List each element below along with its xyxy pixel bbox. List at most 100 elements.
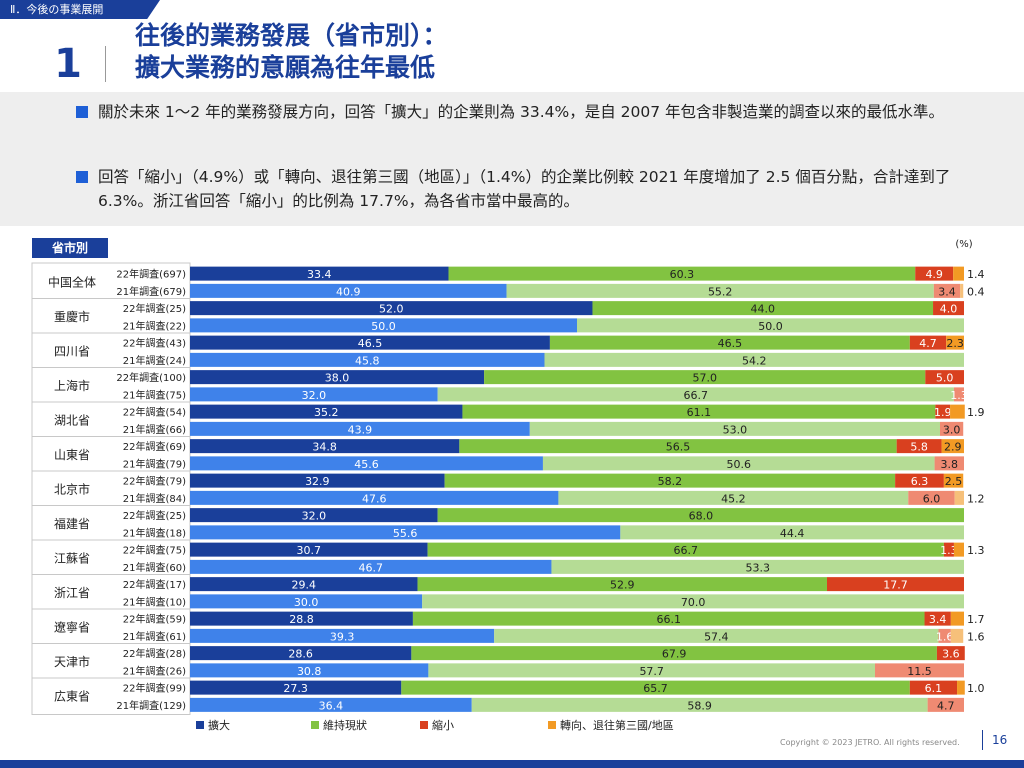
bar-segment <box>190 646 412 661</box>
group-label: 江蘇省 <box>54 551 90 565</box>
data-label: 3.8 <box>941 458 959 471</box>
bar-segment <box>936 646 965 661</box>
legend-label: 擴大 <box>208 718 230 732</box>
bar-segment <box>417 577 828 592</box>
legend-swatch <box>420 721 428 729</box>
bar-segment <box>401 680 910 695</box>
footer-divider <box>982 730 983 750</box>
bar-segment <box>895 473 944 488</box>
bar-segment <box>190 439 460 454</box>
legend-label: 維持現狀 <box>323 718 367 732</box>
data-label: 54.2 <box>742 354 767 367</box>
bullet-square-icon <box>76 106 88 118</box>
legend-swatch <box>311 721 319 729</box>
data-label: 30.0 <box>294 596 319 609</box>
data-label: 36.4 <box>319 699 344 712</box>
summary-bullet-1: 關於未來 1〜2 年的業務發展方向，回答「擴大」的企業則為 33.4%，是自 2… <box>76 100 968 124</box>
data-label: 1.3 <box>940 544 958 557</box>
bar-segment <box>190 387 438 402</box>
row-label: 21年調査(26) <box>123 664 186 677</box>
bar-segment <box>957 680 965 695</box>
bar-segment <box>190 266 449 281</box>
data-label: 0.4 <box>967 285 985 298</box>
bar-segment <box>938 628 951 643</box>
bar-segment <box>896 439 942 454</box>
bar-segment <box>190 680 402 695</box>
bar-segment <box>935 404 951 419</box>
bar-segment <box>428 663 875 678</box>
data-label: 58.2 <box>658 475 683 488</box>
data-label: 58.9 <box>687 699 712 712</box>
row-label: 22年調査(69) <box>123 440 186 453</box>
bar-segment <box>190 473 445 488</box>
bar-segment <box>954 490 964 505</box>
bar-segment <box>494 628 939 643</box>
bar-segment <box>925 370 964 385</box>
bar-segment <box>953 542 964 557</box>
data-label: 32.9 <box>305 475 330 488</box>
row-label: 22年調査(99) <box>123 682 186 695</box>
bar-segment <box>190 301 593 316</box>
bar-segment <box>827 577 964 592</box>
unit-label: (%) <box>955 239 972 250</box>
data-label: 2.9 <box>944 441 962 454</box>
bar-segment <box>190 559 552 574</box>
data-label: 3.4 <box>938 285 956 298</box>
data-label: 3.4 <box>929 613 947 626</box>
number-divider <box>105 46 106 82</box>
bar-segment <box>934 456 964 471</box>
data-label: 17.7 <box>883 579 908 592</box>
data-label: 52.0 <box>379 303 404 316</box>
row-label: 22年調査(75) <box>123 544 186 557</box>
bar-segment <box>471 697 928 712</box>
data-label: 46.5 <box>358 337 383 350</box>
bar-segment <box>941 439 964 454</box>
bar-segment <box>190 421 530 436</box>
bar-segment <box>190 611 413 626</box>
bar-segment <box>437 387 954 402</box>
data-label: 32.0 <box>302 510 327 523</box>
bar-segment <box>953 387 964 402</box>
data-label: 44.0 <box>751 303 776 316</box>
bar-segment <box>592 301 934 316</box>
data-label: 52.9 <box>610 579 635 592</box>
data-label: 55.2 <box>708 285 733 298</box>
bar-segment <box>190 577 418 592</box>
page-number: 16 <box>992 733 1008 747</box>
bar-segment <box>444 473 896 488</box>
data-label: 27.3 <box>283 682 308 695</box>
data-label: 28.8 <box>289 613 314 626</box>
data-label: 1.9 <box>967 406 985 419</box>
bar-segment <box>448 266 916 281</box>
bar-segment <box>950 611 964 626</box>
data-label: 39.3 <box>330 630 355 643</box>
bar-segment <box>462 404 936 419</box>
group-label: 重慶市 <box>54 309 90 324</box>
data-label: 6.0 <box>923 492 941 505</box>
bar-segment <box>190 370 485 385</box>
row-label: 22年調査(59) <box>123 613 186 626</box>
bar-segment <box>190 490 559 505</box>
data-label: 33.4 <box>307 268 332 281</box>
legend-swatch <box>196 721 204 729</box>
bar-segment <box>577 318 964 333</box>
data-label: 50.0 <box>758 320 783 333</box>
bar-segment <box>542 456 935 471</box>
bar-segment <box>940 421 964 436</box>
bar-segment <box>459 439 897 454</box>
legend-label: 縮小 <box>432 718 454 732</box>
bar-segment <box>946 335 964 350</box>
bar-segment <box>927 697 964 712</box>
data-label: 3.0 <box>943 423 961 436</box>
row-label: 22年調査(43) <box>123 337 186 350</box>
data-label: 47.6 <box>362 492 387 505</box>
data-label: 57.4 <box>704 630 729 643</box>
row-label: 22年調査(25) <box>123 509 186 522</box>
bar-segment <box>558 490 909 505</box>
group-label: 湖北省 <box>54 412 90 427</box>
data-label: 34.8 <box>312 441 337 454</box>
bar-segment <box>933 283 961 298</box>
group-label: 福建省 <box>54 516 90 531</box>
data-label: 70.0 <box>681 596 706 609</box>
data-label: 28.6 <box>288 648 313 661</box>
